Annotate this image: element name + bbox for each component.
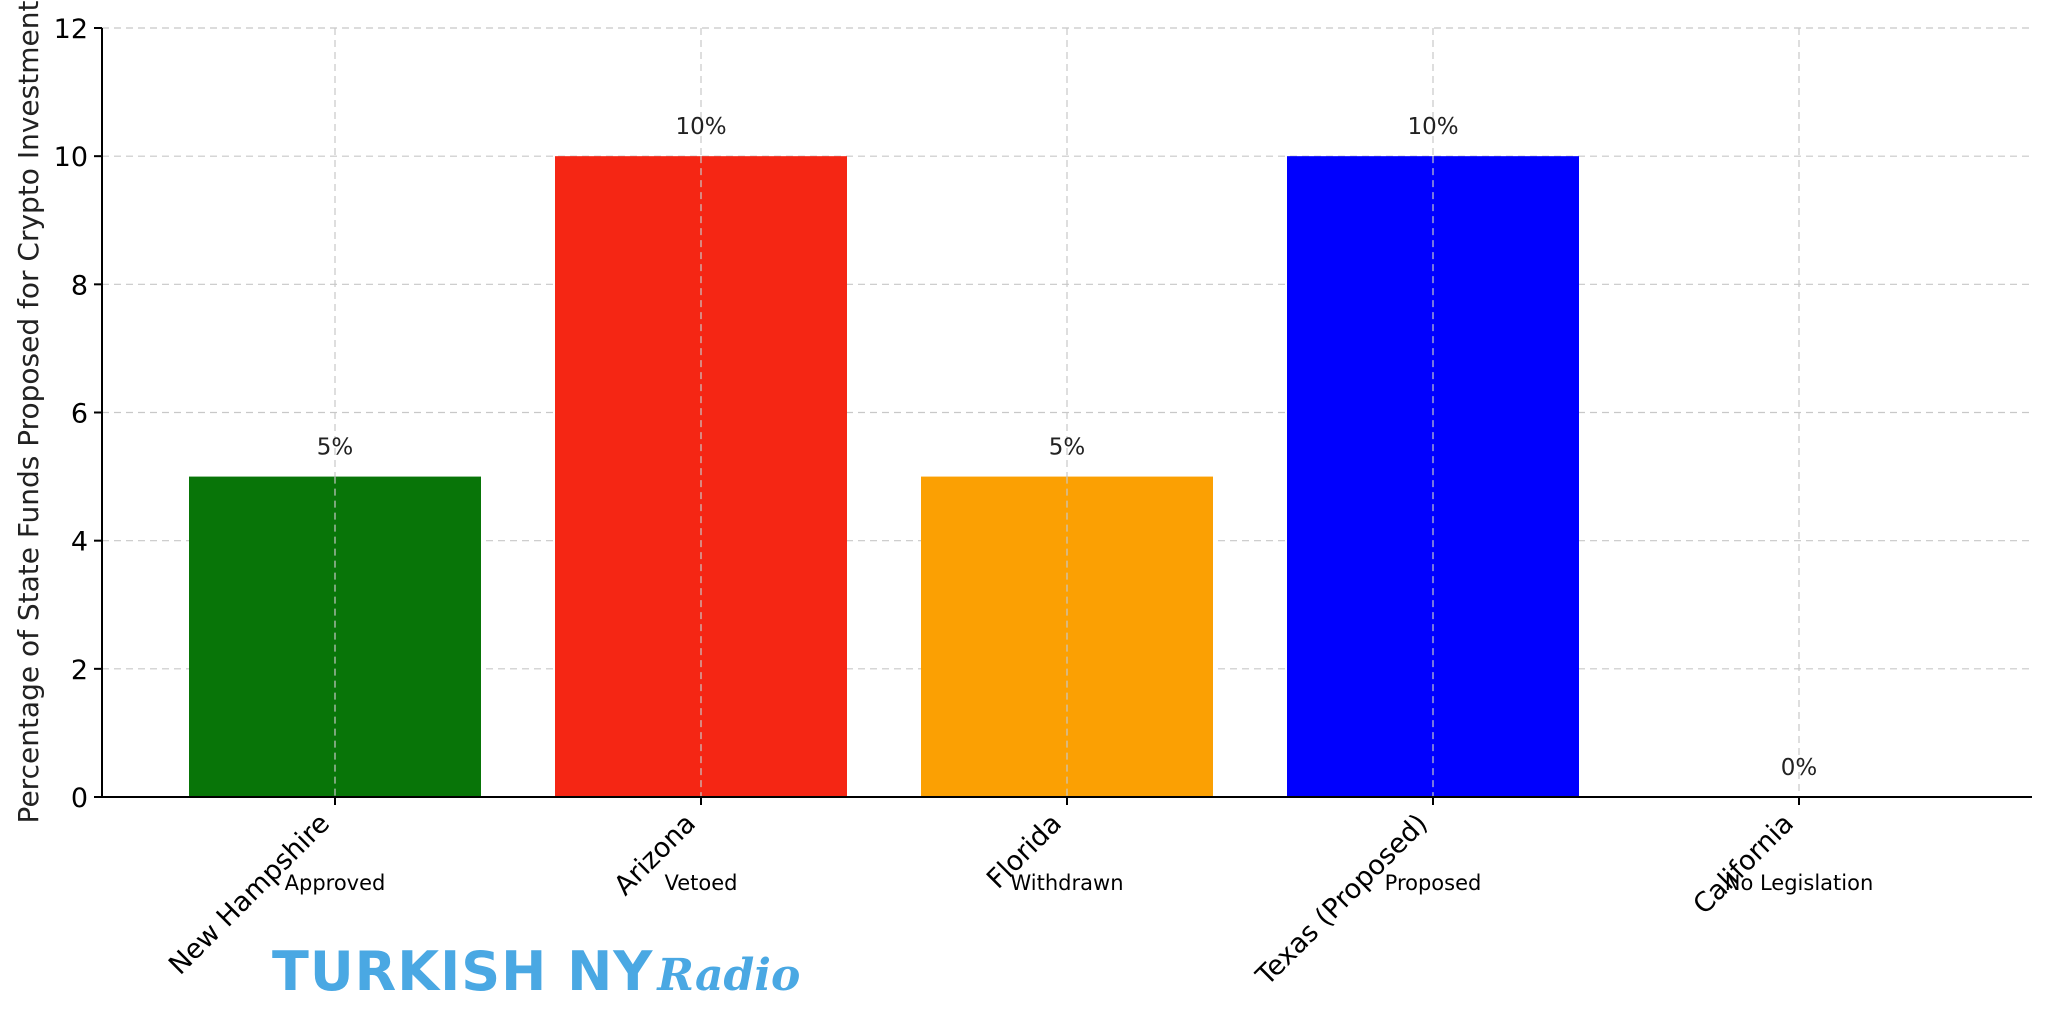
y-tick-label: 8 [71,270,88,301]
x-tick-label-3: Texas (Proposed) [1250,808,1434,992]
y-tick-label: 10 [54,142,88,173]
status-label-0: Approved [285,871,386,895]
status-label-2: Withdrawn [1011,871,1124,895]
status-label-3: Proposed [1385,871,1482,895]
y-tick-label: 12 [54,14,88,45]
value-label-3: 10% [1407,114,1458,140]
y-tick-label: 6 [71,399,88,430]
watermark-logo: TURKISH NY Radio [272,940,800,1006]
status-label-1: Vetoed [665,871,738,895]
y-axis-title: Percentage of State Funds Proposed for C… [12,1,45,824]
value-label-1: 10% [675,114,726,140]
watermark-script-text: Radio [657,950,801,1001]
watermark-main-text: TURKISH NY [272,940,654,1003]
value-labels: 5% 10% 5% 10% 0% [317,114,1818,781]
value-label-4: 0% [1781,755,1818,781]
y-ticks: 0 2 4 6 8 10 12 [54,14,102,814]
status-label-4: No Legislation [1725,871,1874,895]
y-tick-label: 0 [71,783,88,814]
x-tick-label-4: California [1687,808,1800,921]
y-tick-label: 4 [71,527,88,558]
bars [189,156,1579,797]
value-label-2: 5% [1049,435,1086,461]
status-labels: Approved Vetoed Withdrawn Proposed No Legisl… [285,871,1874,895]
value-label-0: 5% [317,435,354,461]
y-tick-label: 2 [71,655,88,686]
